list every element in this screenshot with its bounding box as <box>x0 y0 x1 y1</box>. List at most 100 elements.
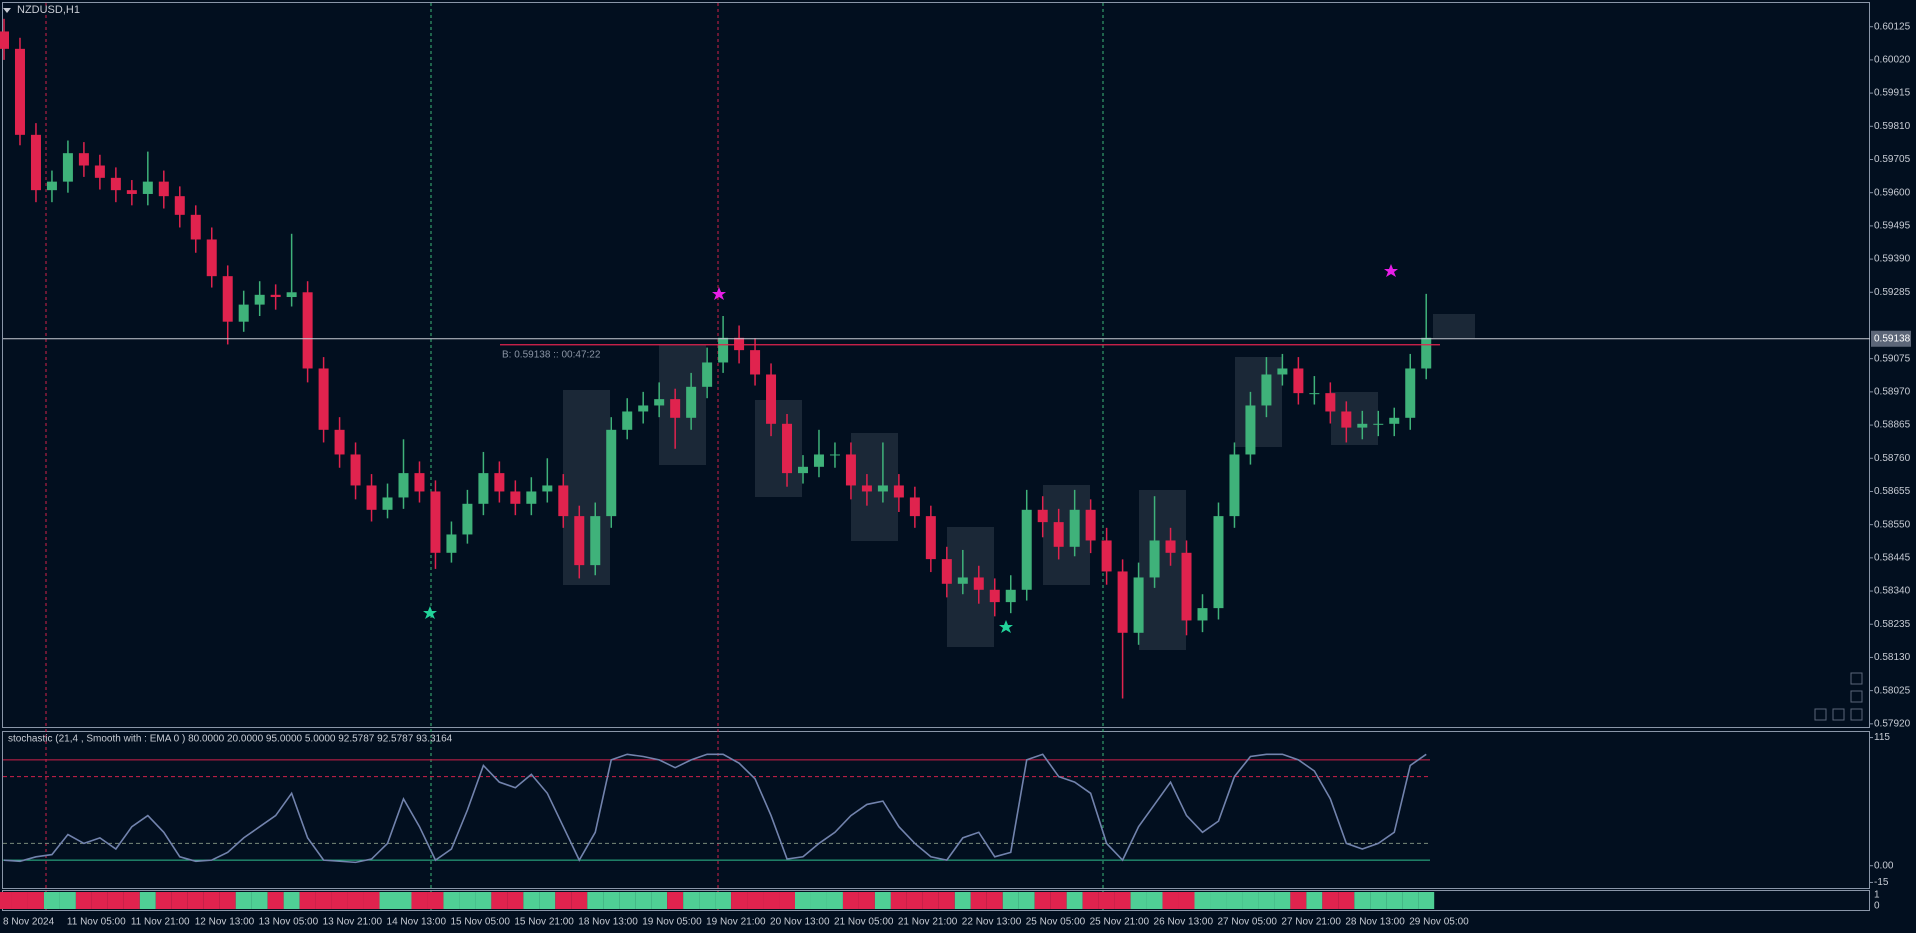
candle-body <box>1277 368 1288 375</box>
candle-body <box>0 31 9 49</box>
signal-bar <box>363 892 380 909</box>
candle-body <box>1037 509 1048 523</box>
candle-body <box>558 485 569 517</box>
y-tick-label: 0.59495 <box>1874 221 1911 232</box>
x-tick-label: 27 Nov 05:00 <box>1217 917 1277 928</box>
candle-body <box>941 559 952 584</box>
button[interactable] <box>1850 672 1863 685</box>
candle-body <box>238 304 249 322</box>
y-tick-label: 0.59075 <box>1874 353 1911 364</box>
candle-body <box>957 577 968 584</box>
signal-bar <box>890 892 907 909</box>
button[interactable] <box>1832 708 1845 721</box>
signal-bar <box>171 892 188 909</box>
candle-body <box>1069 509 1080 547</box>
signal-bar <box>11 892 28 909</box>
candle-body <box>1213 516 1224 609</box>
signal-bar <box>1370 892 1387 909</box>
candle-body <box>718 337 729 363</box>
signal-bar <box>667 892 684 909</box>
candle-body <box>861 485 872 492</box>
candle-body <box>446 534 457 553</box>
x-tick-label: 20 Nov 13:00 <box>770 917 830 928</box>
signal-bar <box>523 892 540 909</box>
signal-bar <box>1098 892 1115 909</box>
x-tick-label: 11 Nov 05:00 <box>67 917 126 928</box>
candle-body <box>606 429 617 517</box>
signal-bar <box>1290 892 1307 909</box>
y-tick-label: 0.60125 <box>1874 21 1911 32</box>
zones <box>563 314 1475 650</box>
signal-bar <box>1050 892 1067 909</box>
button[interactable] <box>1814 708 1827 721</box>
candle-body <box>909 497 920 517</box>
x-tick-label: 13 Nov 21:00 <box>323 917 383 928</box>
y-tick-label: 0.59705 <box>1874 154 1911 165</box>
candle-body <box>1005 589 1016 603</box>
candle-body <box>829 454 840 456</box>
x-tick-label: 25 Nov 21:00 <box>1090 917 1150 928</box>
candle-body <box>686 386 697 418</box>
candle-body <box>190 214 201 240</box>
signal-bar <box>107 892 124 909</box>
x-tick-label: 25 Nov 05:00 <box>1026 917 1086 928</box>
candle-body <box>1181 552 1192 621</box>
signal-bar <box>938 892 955 909</box>
y-tick-label: 0.58760 <box>1874 453 1911 464</box>
candle-body <box>622 411 633 430</box>
candle-body <box>382 497 393 510</box>
signal-bar <box>379 892 396 909</box>
candle-body <box>1021 509 1032 590</box>
zone-box <box>1235 357 1282 447</box>
signal-bar <box>1242 892 1259 909</box>
signal-bar <box>155 892 172 909</box>
signal-bar <box>411 892 428 909</box>
x-tick-label: 14 Nov 13:00 <box>387 917 447 928</box>
button[interactable] <box>1850 690 1863 703</box>
signal-bar <box>1002 892 1019 909</box>
signal-bar <box>283 892 300 909</box>
signal-bar <box>1322 892 1339 909</box>
signal-bar <box>874 892 891 909</box>
candle-body <box>1293 368 1304 394</box>
signal-bar <box>459 892 476 909</box>
candle-body <box>126 190 137 194</box>
zone-box <box>1043 485 1090 585</box>
menu-arrow[interactable] <box>3 8 11 13</box>
y-tick-label: 0.58550 <box>1874 519 1911 530</box>
x-tick-label: 15 Nov 21:00 <box>514 917 574 928</box>
x-tick-label: 19 Nov 05:00 <box>642 917 702 928</box>
candle-body <box>989 589 1000 603</box>
candle-body <box>206 239 217 277</box>
x-tick-label: 27 Nov 21:00 <box>1281 917 1341 928</box>
candle-body <box>766 374 777 424</box>
bid-label: B: 0.59138 :: 00:47:22 <box>502 349 601 360</box>
signal-bar <box>539 892 556 909</box>
signal-bar <box>235 892 252 909</box>
x-tick-label: 15 Nov 05:00 <box>450 917 510 928</box>
candle-body <box>1261 374 1272 406</box>
candle-body <box>845 454 856 486</box>
candle-body <box>462 503 473 535</box>
candle-body <box>1341 411 1352 428</box>
x-tick-label: 12 Nov 13:00 <box>195 917 255 928</box>
x-tick-label: 18 Nov 13:00 <box>578 917 638 928</box>
signal-bar <box>587 892 604 909</box>
y-tick-label: 0.00 <box>1874 860 1894 871</box>
candle-body <box>62 153 73 182</box>
button[interactable] <box>1850 708 1863 721</box>
candle-body <box>702 362 713 387</box>
candle-body <box>1309 393 1320 395</box>
buy-star <box>423 606 437 619</box>
signal-bar <box>427 892 444 909</box>
zone-box <box>947 527 994 647</box>
candle-body <box>270 294 281 298</box>
y-tick-label: 0.59810 <box>1874 121 1911 132</box>
candle-body <box>1117 571 1128 633</box>
panel-buttons <box>1814 672 1863 721</box>
candle-body <box>110 177 121 191</box>
x-tick-label: 29 Nov 05:00 <box>1409 917 1469 928</box>
candle-body <box>174 196 185 215</box>
signal-bar <box>219 892 236 909</box>
